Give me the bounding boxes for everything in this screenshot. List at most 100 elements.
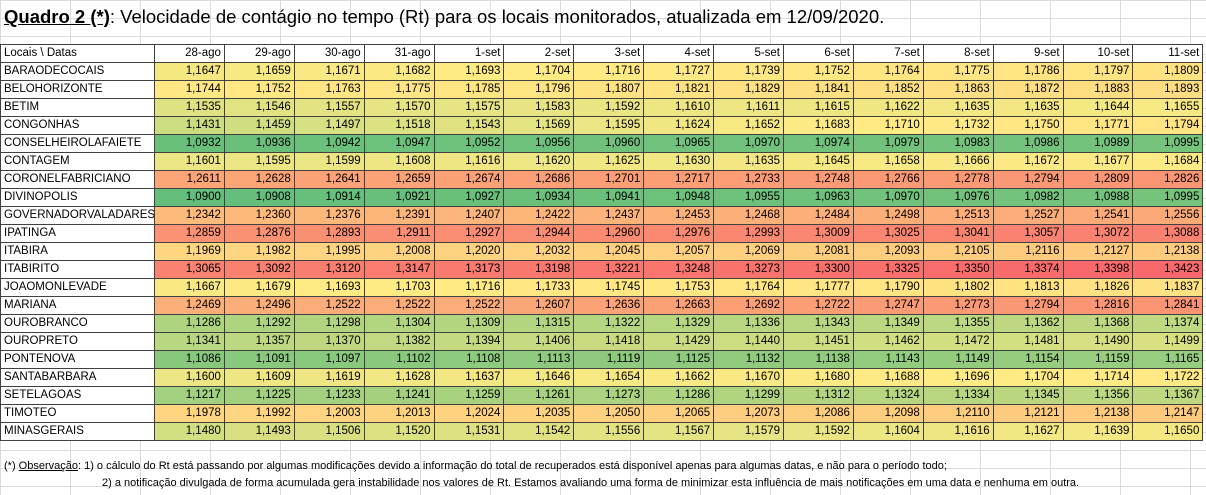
rt-value-cell[interactable]: 1,1615 xyxy=(783,98,854,117)
rt-value-cell[interactable]: 1,1978 xyxy=(154,404,225,423)
rt-value-cell[interactable]: 1,0965 xyxy=(643,134,715,153)
rt-value-cell[interactable]: 1,2778 xyxy=(922,170,994,189)
rt-value-cell[interactable]: 1,1608 xyxy=(363,152,435,171)
location-cell[interactable]: MINASGERAIS xyxy=(0,422,155,441)
rt-value-cell[interactable]: 1,0900 xyxy=(154,188,225,207)
rt-value-cell[interactable]: 1,2127 xyxy=(1062,242,1134,261)
location-cell[interactable]: BARAODECOCAIS xyxy=(0,62,155,81)
rt-value-cell[interactable]: 1,1367 xyxy=(1132,386,1204,405)
rt-value-cell[interactable]: 1,2024 xyxy=(433,404,505,423)
location-cell[interactable]: MARIANA xyxy=(0,296,155,315)
rt-value-cell[interactable]: 1,0927 xyxy=(433,188,505,207)
rt-value-cell[interactable]: 1,2522 xyxy=(363,296,435,315)
rt-value-cell[interactable]: 1,2013 xyxy=(363,404,435,423)
rt-value-cell[interactable]: 1,1786 xyxy=(992,62,1064,81)
rt-value-cell[interactable]: 1,1677 xyxy=(1062,152,1134,171)
rt-value-cell[interactable]: 1,2121 xyxy=(992,404,1064,423)
rt-value-cell[interactable]: 1,1716 xyxy=(433,278,505,297)
rt-value-cell[interactable]: 1,1752 xyxy=(783,62,854,81)
rt-value-cell[interactable]: 1,2628 xyxy=(223,170,295,189)
rt-value-cell[interactable]: 1,1355 xyxy=(922,314,994,333)
rt-value-cell[interactable]: 1,1329 xyxy=(643,314,715,333)
rt-value-cell[interactable]: 1,0989 xyxy=(1062,134,1134,153)
rt-value-cell[interactable]: 1,1704 xyxy=(992,368,1064,387)
rt-value-cell[interactable]: 1,1635 xyxy=(992,98,1064,117)
rt-value-cell[interactable]: 1,2147 xyxy=(1132,404,1204,423)
location-cell[interactable]: GOVERNADORVALADARES xyxy=(0,206,155,225)
rt-value-cell[interactable]: 1,0947 xyxy=(363,134,435,153)
rt-value-cell[interactable]: 1,1732 xyxy=(922,116,994,135)
rt-value-cell[interactable]: 1,1775 xyxy=(922,62,994,81)
rt-value-cell[interactable]: 1,1429 xyxy=(643,332,715,351)
location-cell[interactable]: SANTABARBARA xyxy=(0,368,155,387)
rt-value-cell[interactable]: 1,1472 xyxy=(922,332,994,351)
rt-value-cell[interactable]: 1,2960 xyxy=(573,224,645,243)
rt-value-cell[interactable]: 1,0955 xyxy=(713,188,785,207)
rt-value-cell[interactable]: 1,1696 xyxy=(922,368,994,387)
rt-value-cell[interactable]: 1,1382 xyxy=(363,332,435,351)
rt-value-cell[interactable]: 1,2794 xyxy=(992,296,1064,315)
rt-value-cell[interactable]: 1,1662 xyxy=(643,368,715,387)
rt-value-cell[interactable]: 1,0952 xyxy=(433,134,505,153)
location-cell[interactable]: CONGONHAS xyxy=(0,116,155,135)
rt-value-cell[interactable]: 1,1312 xyxy=(783,386,854,405)
rt-value-cell[interactable]: 1,1611 xyxy=(713,98,785,117)
rt-value-cell[interactable]: 1,1349 xyxy=(852,314,924,333)
rt-value-cell[interactable]: 1,1739 xyxy=(713,62,785,81)
rt-value-cell[interactable]: 1,2073 xyxy=(713,404,785,423)
rt-value-cell[interactable]: 1,1796 xyxy=(503,80,575,99)
rt-value-cell[interactable]: 1,3325 xyxy=(852,260,924,279)
rt-value-cell[interactable]: 1,1579 xyxy=(713,422,785,441)
rt-value-cell[interactable]: 1,2748 xyxy=(783,170,854,189)
rt-value-cell[interactable]: 1,1745 xyxy=(573,278,645,297)
rt-value-cell[interactable]: 1,0942 xyxy=(293,134,365,153)
rt-value-cell[interactable]: 1,1826 xyxy=(1062,278,1134,297)
rt-value-cell[interactable]: 1,2927 xyxy=(433,224,505,243)
rt-value-cell[interactable]: 1,1807 xyxy=(573,80,645,99)
rt-value-cell[interactable]: 1,1733 xyxy=(503,278,575,297)
rt-value-cell[interactable]: 1,1616 xyxy=(433,152,505,171)
rt-value-cell[interactable]: 1,1299 xyxy=(713,386,785,405)
rt-value-cell[interactable]: 1,1499 xyxy=(1132,332,1204,351)
rt-value-cell[interactable]: 1,1309 xyxy=(433,314,505,333)
rt-value-cell[interactable]: 1,1143 xyxy=(852,350,924,369)
rt-value-cell[interactable]: 1,1619 xyxy=(293,368,365,387)
rt-value-cell[interactable]: 1,2045 xyxy=(573,242,645,261)
rt-value-cell[interactable]: 1,1893 xyxy=(1132,80,1204,99)
rt-value-cell[interactable]: 1,2692 xyxy=(713,296,785,315)
rt-value-cell[interactable]: 1,1620 xyxy=(503,152,575,171)
rt-value-cell[interactable]: 1,2422 xyxy=(503,206,575,225)
rt-value-cell[interactable]: 1,1645 xyxy=(783,152,854,171)
date-header[interactable]: 3-set xyxy=(573,44,645,63)
date-header[interactable]: 5-set xyxy=(713,44,785,63)
location-cell[interactable]: PONTENOVA xyxy=(0,350,155,369)
rt-value-cell[interactable]: 1,2976 xyxy=(643,224,715,243)
location-cell[interactable]: OUROPRETO xyxy=(0,332,155,351)
rt-value-cell[interactable]: 1,1459 xyxy=(223,116,295,135)
rt-value-cell[interactable]: 1,2816 xyxy=(1062,296,1134,315)
rt-value-cell[interactable]: 1,1684 xyxy=(1132,152,1204,171)
rt-value-cell[interactable]: 1,1315 xyxy=(503,314,575,333)
rt-value-cell[interactable]: 1,1716 xyxy=(573,62,645,81)
location-cell[interactable]: BELOHORIZONTE xyxy=(0,80,155,99)
location-cell[interactable]: JOAOMONLEVADE xyxy=(0,278,155,297)
rt-value-cell[interactable]: 1,1108 xyxy=(433,350,505,369)
rt-value-cell[interactable]: 1,2484 xyxy=(783,206,854,225)
rt-value-cell[interactable]: 1,1406 xyxy=(503,332,575,351)
rt-value-cell[interactable]: 1,1790 xyxy=(852,278,924,297)
rt-value-cell[interactable]: 1,1440 xyxy=(713,332,785,351)
rt-value-cell[interactable]: 1,0970 xyxy=(852,188,924,207)
rt-value-cell[interactable]: 1,2773 xyxy=(922,296,994,315)
rt-value-cell[interactable]: 1,1610 xyxy=(643,98,715,117)
rt-value-cell[interactable]: 1,1225 xyxy=(223,386,295,405)
rt-value-cell[interactable]: 1,1863 xyxy=(922,80,994,99)
rt-value-cell[interactable]: 1,1451 xyxy=(783,332,854,351)
rt-value-cell[interactable]: 1,1872 xyxy=(992,80,1064,99)
rt-value-cell[interactable]: 1,1546 xyxy=(223,98,295,117)
rt-value-cell[interactable]: 1,1688 xyxy=(852,368,924,387)
rt-value-cell[interactable]: 1,0941 xyxy=(573,188,645,207)
rt-value-cell[interactable]: 1,2733 xyxy=(713,170,785,189)
rt-value-cell[interactable]: 1,1995 xyxy=(293,242,365,261)
rt-value-cell[interactable]: 1,0914 xyxy=(293,188,365,207)
rt-value-cell[interactable]: 1,2893 xyxy=(293,224,365,243)
